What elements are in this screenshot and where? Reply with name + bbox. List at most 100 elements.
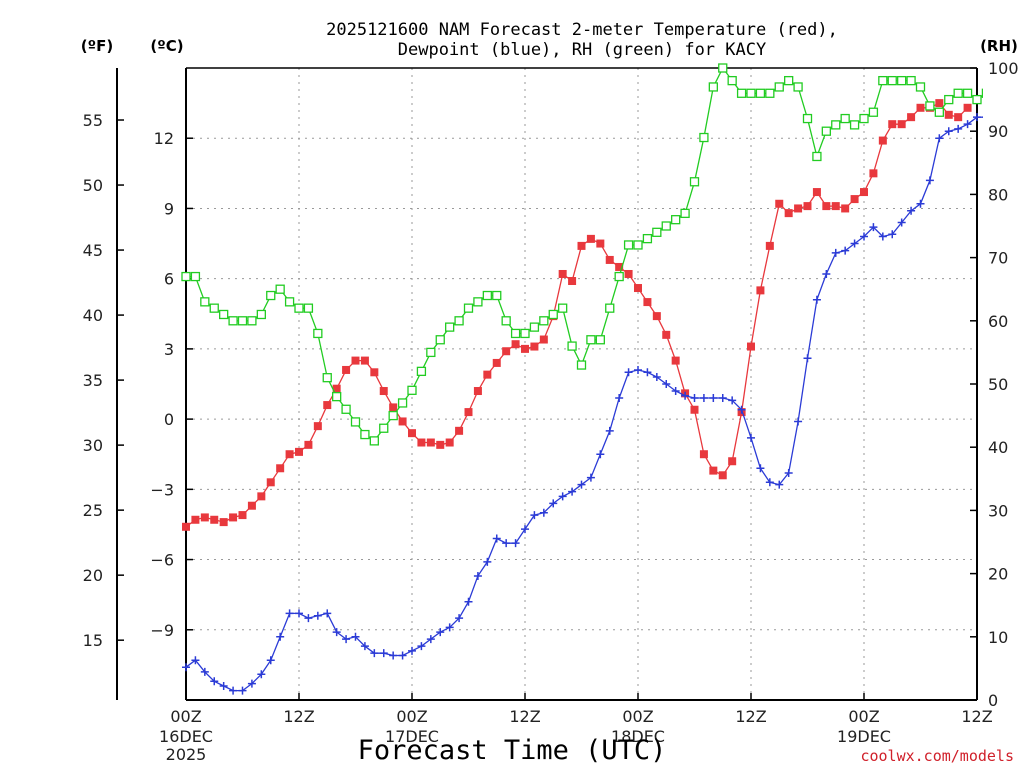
rh-point [247,316,257,326]
dewpoint-point [464,597,473,606]
fahrenheit-unit-label: (ºF) [81,37,113,55]
rh-point [633,240,643,250]
dewpoint-point [822,269,831,278]
dewpoint-point [285,609,294,618]
x-tick-label: 00Z [170,707,201,726]
celsius-tick-label: 3 [164,340,174,359]
rh-point [341,404,351,414]
rh-tick-label: 40 [988,438,1008,457]
celsius-tick-label: −3 [150,480,174,499]
temperature-point [568,277,577,286]
temperature-point [455,426,464,435]
rh-point [407,385,417,395]
dewpoint-point [436,628,445,637]
dewpoint-point [803,354,812,363]
dewpoint-point [502,539,511,548]
rh-point [623,240,634,250]
fahrenheit-tick-label: 50 [83,176,103,195]
credit-text: coolwx.com/models [860,747,1014,765]
axes [116,67,978,701]
temperature-point [436,440,445,449]
chart-title-line2: Dewpoint (blue), RH (green) for KACY [398,40,766,60]
dewpoint-point [690,394,699,403]
rh-point [878,75,888,86]
grid-lines [186,68,977,700]
temperature-point [709,466,718,475]
temperature-point [266,478,275,487]
temperature-point [360,356,369,365]
dewpoint-point [671,387,680,396]
temperature-point [247,501,256,510]
temperature-point [473,387,482,396]
rh-point [473,297,483,307]
dewpoint-point [784,468,793,477]
rh-point [313,328,323,339]
dewpoint-point [699,394,708,403]
temperature-point [530,342,539,351]
rh-point [614,271,624,282]
dewpoint-point [417,642,426,651]
dewpoint-point [558,492,567,501]
dewpoint-point [652,372,661,381]
rh-point [482,290,492,301]
temperature-point [634,284,642,293]
series-line-0 [185,102,969,528]
temperature-point [794,204,803,213]
celsius-tick-label: 6 [164,270,174,289]
x-tick-label: 00Z [848,707,879,726]
dewpoint-point [973,113,981,122]
temperature-point [370,368,379,377]
rh-point [350,417,361,427]
temperature-point [935,99,944,108]
dewpoint-point [841,246,850,255]
temperature-point [464,408,473,417]
temperature-point [822,202,831,211]
dewpoint-point [916,199,925,208]
rh-point [699,132,709,143]
dewpoint-point [568,487,577,496]
x-date-label: 18DEC [611,727,665,746]
temperature-point [332,384,341,393]
rh-point [322,373,332,383]
rh-point [802,113,813,124]
dewpoint-point [247,679,256,688]
fahrenheit-tick-label: 30 [83,436,103,455]
rh-point [510,328,521,339]
temperature-point [295,447,303,456]
dewpoint-point [624,368,633,377]
temperature-point [888,120,897,129]
rh-point [784,75,794,86]
dewpoint-point [925,176,934,185]
celsius-tick-label: −6 [150,551,174,570]
temperature-point [596,239,605,248]
rh-point [558,303,568,313]
temperature-point [379,387,388,396]
dewpoint-point [351,632,360,641]
temperature-point [624,269,633,278]
series-lines [181,63,1024,695]
rh-tick-label: 70 [988,249,1008,268]
dewpoint-point [521,525,529,534]
rh-point [237,316,248,326]
rh-point [266,290,276,301]
dewpoint-point [473,571,482,580]
dewpoint-point [681,391,690,400]
temperature-point [445,438,454,447]
temperature-point [313,422,322,431]
rh-point [840,113,850,124]
rh-point [369,436,379,446]
temperature-point [558,269,567,278]
rh-point [774,82,784,92]
dewpoint-point [229,686,238,695]
rh-point [680,208,690,219]
dewpoint-point [634,365,642,374]
temperature-point [652,312,661,321]
rh-tick-label: 80 [988,185,1008,204]
temperature-point [219,518,228,527]
temperature-point [728,457,737,466]
temperature-point [586,234,595,243]
x-date-label: 16DEC [159,727,213,746]
rh-point [332,391,342,402]
rh-point [1020,108,1024,116]
rh-point [388,410,398,421]
